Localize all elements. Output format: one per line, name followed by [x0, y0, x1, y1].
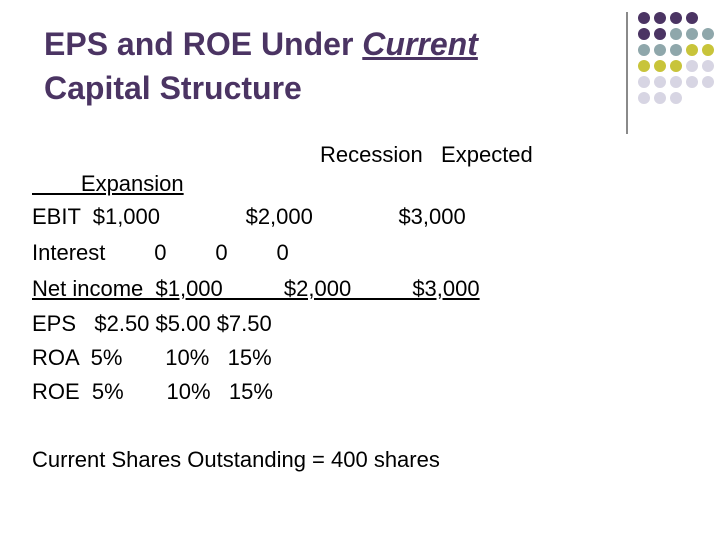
decorative-dot	[670, 60, 682, 72]
table-row-roe: ROE 5% 10% 15%	[32, 379, 273, 404]
table-row-ebit: EBIT $1,000 $2,000 $3,000	[32, 204, 466, 229]
table-row-eps: EPS $2.50 $5.00 $7.50	[32, 311, 272, 336]
table-row-net-income: Net income $1,000 $2,000 $3,000	[32, 276, 480, 301]
shares-outstanding-note: Current Shares Outstanding = 400 shares	[32, 447, 440, 472]
decorative-dot	[638, 92, 650, 104]
decorative-dot	[686, 28, 698, 40]
decorative-dot	[670, 28, 682, 40]
column-header-line1: Recession Expected	[320, 142, 533, 167]
decorative-dot	[654, 28, 666, 40]
decorative-dot	[702, 44, 714, 56]
decorative-dot	[654, 76, 666, 88]
decorative-dot	[702, 60, 714, 72]
decorative-dot	[702, 28, 714, 40]
decorative-dot	[686, 76, 698, 88]
decorative-dot	[670, 92, 682, 104]
column-header-line2: Expansion	[32, 171, 184, 196]
decorative-dot	[638, 76, 650, 88]
slide-title: EPS and ROE Under Current Capital Struct…	[44, 22, 604, 110]
decorative-dot	[638, 60, 650, 72]
decorative-dot	[702, 76, 714, 88]
decorative-dot	[670, 44, 682, 56]
decorative-dot	[654, 12, 666, 24]
table-row-interest: Interest 0 0 0	[32, 240, 289, 265]
decorative-dot	[654, 92, 666, 104]
decorative-dot	[670, 76, 682, 88]
decorative-dot	[686, 44, 698, 56]
title-line1-prefix: EPS and ROE Under	[44, 26, 363, 62]
decorative-dot-grid	[638, 12, 720, 132]
title-line1-emphasis: Current	[362, 26, 478, 62]
decorative-dot	[638, 12, 650, 24]
decorative-dot	[686, 60, 698, 72]
table-row-roa: ROA 5% 10% 15%	[32, 345, 272, 370]
title-line2: Capital Structure	[44, 70, 302, 106]
title-divider	[626, 12, 628, 134]
decorative-dot	[654, 44, 666, 56]
decorative-dot	[670, 12, 682, 24]
decorative-dot	[686, 12, 698, 24]
decorative-dot	[638, 44, 650, 56]
decorative-dot	[638, 28, 650, 40]
decorative-dot	[654, 60, 666, 72]
